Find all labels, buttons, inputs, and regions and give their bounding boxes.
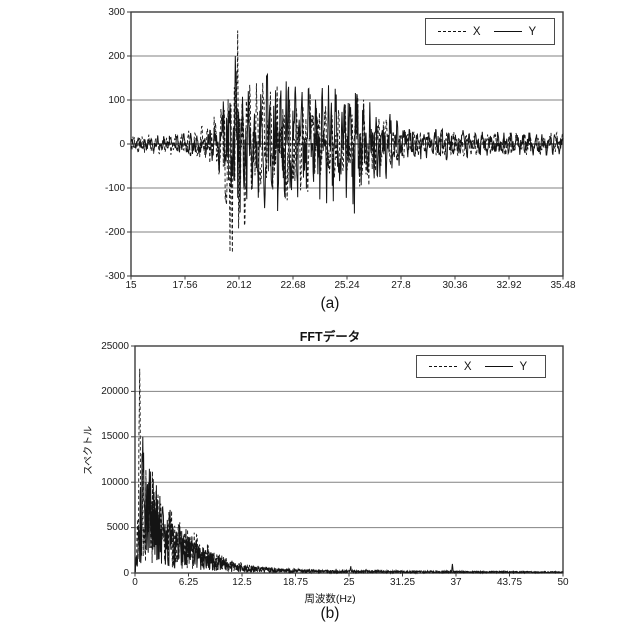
series-y-line-b	[134, 436, 564, 575]
series-x-line-b	[134, 368, 564, 575]
plot-frame-b	[134, 345, 564, 574]
series-y-line-a	[130, 55, 564, 214]
